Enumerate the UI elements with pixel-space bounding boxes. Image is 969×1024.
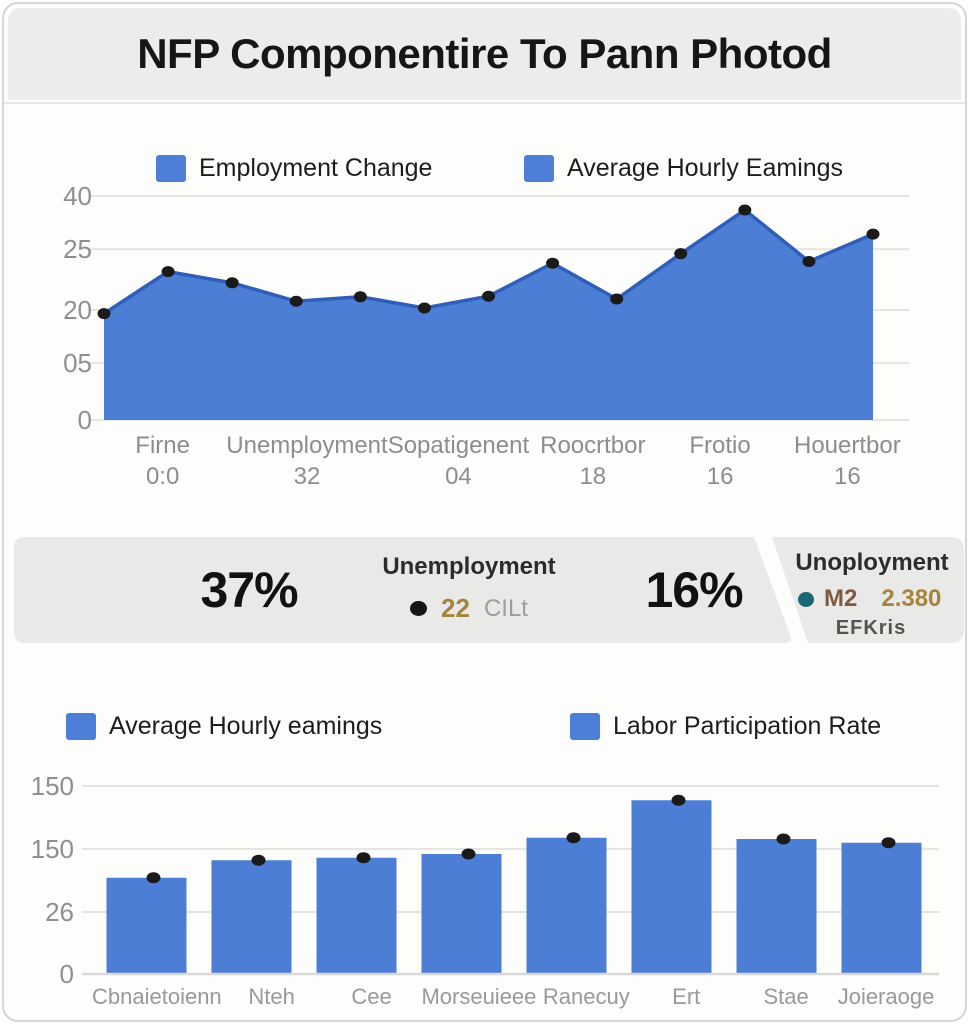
x-tick: Stae	[763, 984, 809, 1009]
bar	[736, 839, 817, 974]
bullet-dot-teal-icon	[798, 591, 814, 607]
stat-mid-unit: CILt	[483, 594, 528, 622]
legend-item-avg-hourly-earnings: Average Hourly Eamings	[524, 154, 843, 183]
x-tick: Ranecuy	[542, 984, 630, 1009]
y-tick-label: 150	[31, 771, 74, 801]
x-tick: Joieraoge	[837, 984, 935, 1009]
x-tick: Ert	[672, 984, 701, 1009]
y-tick-label: 25	[63, 234, 92, 264]
data-point-dot	[353, 291, 367, 303]
panel-label: Unoployment	[795, 549, 949, 576]
bullet-dot-icon	[410, 601, 428, 616]
data-point-dot	[289, 295, 303, 307]
bar	[631, 800, 712, 974]
x-tick: Nteh	[248, 984, 295, 1009]
data-point-dot	[251, 854, 266, 866]
data-point-dot	[356, 852, 371, 864]
bar-chart-x-axis: Cbnaietoienn Nteh Cee Morseuieee Ranecuy…	[92, 984, 936, 1010]
legend-item-labor-participation: Labor Participation Rate	[570, 712, 881, 741]
legend-label: Average Hourly eamings	[109, 712, 383, 740]
y-tick-label: 0	[78, 405, 92, 435]
data-point-dot	[802, 256, 816, 268]
legend-swatch-icon	[66, 713, 96, 740]
stat-left-value: 37%	[200, 562, 298, 618]
stats-side-panel: Unoployment M2 2.380 EFKris	[772, 537, 964, 643]
data-point-dot	[776, 833, 791, 845]
legend-swatch-icon	[156, 155, 186, 182]
data-point-dot	[610, 293, 624, 305]
stat-mid-value: 22	[441, 593, 470, 623]
stat-mid-label: Unemployment	[382, 553, 556, 580]
data-point-dot	[674, 248, 688, 260]
data-point-dot	[738, 204, 752, 216]
area-line	[103, 208, 874, 316]
x-tick: Morseuieee	[421, 984, 537, 1009]
x-tick: Cbnaietoienn	[92, 984, 222, 1009]
data-point-dot	[546, 257, 560, 269]
bar	[106, 877, 187, 974]
stat-right-value: 16%	[645, 562, 743, 618]
y-tick-label: 0	[60, 959, 74, 989]
y-tick-label: 26	[45, 897, 74, 927]
data-point-dot	[566, 832, 581, 844]
x-tick: Cee	[351, 984, 392, 1009]
x-tick: Houertbor 16	[793, 432, 901, 491]
legend-label: Labor Participation Rate	[613, 712, 882, 740]
data-point-dot	[482, 290, 495, 302]
bar	[841, 842, 922, 974]
y-tick-label: 05	[63, 348, 92, 378]
legend-label: Average Hourly Eamings	[567, 154, 844, 182]
x-tick: Firne 0:0	[135, 432, 190, 491]
data-point-dot	[225, 277, 239, 289]
x-tick: Unemployment 32	[226, 432, 388, 491]
legend-item-employment-change: Employment Change	[156, 154, 432, 183]
page-title: NFP Componentire To Pann Photod	[137, 30, 832, 77]
data-point-dot	[161, 266, 175, 278]
data-point-dot	[146, 872, 161, 884]
data-point-dot	[671, 794, 686, 806]
y-tick-label: 20	[63, 295, 92, 325]
x-tick: Roocrtbor 18	[540, 432, 646, 491]
area-series	[104, 210, 873, 420]
y-tick-label: 150	[31, 834, 74, 864]
header-bar: NFP Componentire To Pann Photod	[8, 8, 961, 100]
area-chart-x-axis: Firne 0:0 Unemployment 32 Sopatigenent 04 R…	[99, 432, 911, 492]
x-tick: Sopatigenent 04	[387, 432, 530, 491]
x-tick: Frotio 16	[689, 432, 751, 491]
header-divider	[4, 102, 965, 104]
bar	[316, 857, 397, 974]
bar	[421, 854, 502, 974]
panel-code: M2	[824, 585, 858, 612]
bar	[211, 860, 292, 974]
legend-swatch-icon	[570, 713, 600, 740]
panel-detail: M2 2.380	[798, 585, 941, 613]
panel-subtext: EFKris	[835, 617, 907, 639]
data-point-dot	[461, 848, 476, 860]
y-tick-label: 40	[63, 181, 92, 211]
panel-value: 2.380	[881, 585, 942, 612]
stat-mid-detail: 22 CILt	[374, 593, 564, 624]
legend-swatch-icon	[524, 155, 554, 182]
data-point-dot	[881, 837, 896, 849]
data-point-dot	[97, 308, 111, 320]
data-point-dot	[866, 228, 880, 240]
data-point-dot	[417, 302, 431, 314]
legend-item-avg-hourly-earnings-2: Average Hourly eamings	[66, 712, 382, 741]
legend-label: Employment Change	[199, 154, 433, 182]
bar	[526, 837, 607, 974]
stats-band: 37% Unemployment 22 CILt 16%	[14, 537, 793, 643]
